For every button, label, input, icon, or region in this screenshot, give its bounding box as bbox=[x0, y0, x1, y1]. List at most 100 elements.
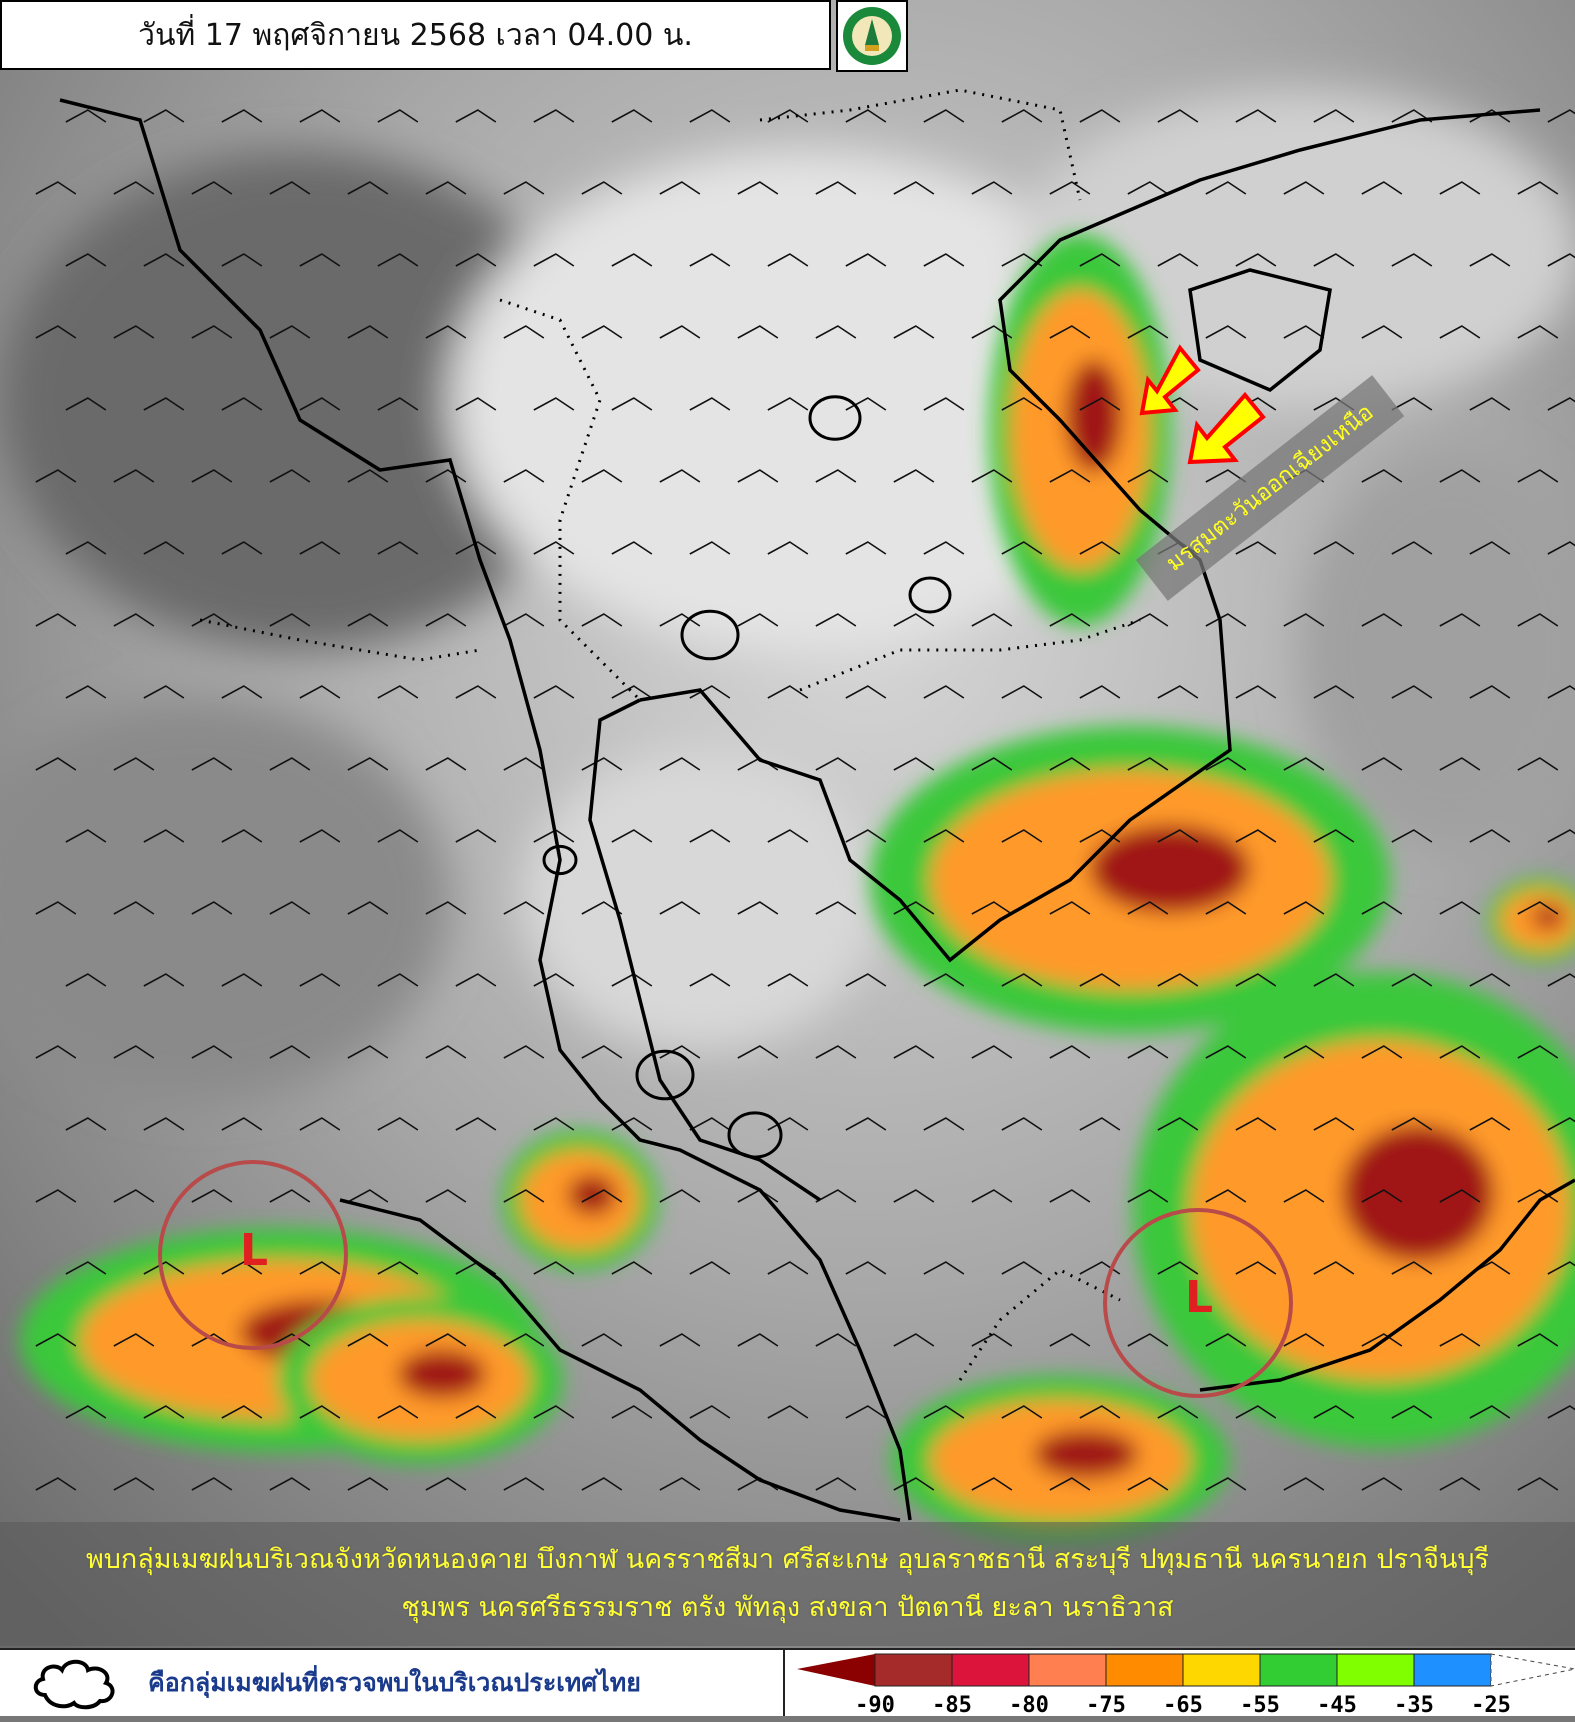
wind-barb-icon bbox=[845, 541, 887, 555]
wind-barb-icon bbox=[347, 901, 389, 915]
rain-cloud-outline-icon bbox=[680, 609, 740, 661]
wind-barb-icon bbox=[689, 829, 731, 843]
wind-barb-icon bbox=[143, 829, 185, 843]
wind-barb-icon bbox=[377, 973, 419, 987]
wind-barb-icon bbox=[1439, 613, 1481, 627]
wind-barb-icon bbox=[581, 325, 623, 339]
wind-barb-icon bbox=[1049, 1333, 1091, 1347]
wind-barb-icon bbox=[1157, 685, 1199, 699]
wind-barb-icon bbox=[1235, 253, 1277, 267]
wind-barb-icon bbox=[221, 829, 263, 843]
wind-barb-icon bbox=[659, 1477, 701, 1491]
wind-barb-icon bbox=[659, 325, 701, 339]
wind-barb-icon bbox=[65, 1117, 107, 1131]
wind-barb-icon bbox=[581, 181, 623, 195]
scale-swatch bbox=[1259, 1653, 1338, 1687]
wind-barb-icon bbox=[659, 613, 701, 627]
tmd-logo bbox=[836, 0, 908, 72]
wind-barb-icon bbox=[1547, 973, 1575, 987]
wind-barb-icon bbox=[299, 541, 341, 555]
wind-barb-icon bbox=[1205, 1333, 1247, 1347]
wind-barb-icon bbox=[1283, 1477, 1325, 1491]
wind-barb-icon bbox=[191, 613, 233, 627]
wind-barb-icon bbox=[221, 541, 263, 555]
wind-barb-icon bbox=[1439, 181, 1481, 195]
wind-barb-icon bbox=[737, 613, 779, 627]
wind-barb-icon bbox=[299, 973, 341, 987]
convective-clouds bbox=[20, 234, 1575, 1544]
wind-barb-icon bbox=[1283, 1045, 1325, 1059]
wind-barb-icon bbox=[533, 397, 575, 411]
wind-barb-icon bbox=[191, 901, 233, 915]
wind-barb-icon bbox=[299, 1261, 341, 1275]
rain-cloud-outline-icon bbox=[542, 844, 578, 876]
wind-barb-icon bbox=[1049, 901, 1091, 915]
wind-barb-icon bbox=[689, 397, 731, 411]
timestamp-header: วันที่ 17 พฤศจิกายน 2568 เวลา 04.00 น. bbox=[0, 0, 831, 70]
wind-barb-icon bbox=[689, 109, 731, 123]
wind-barb-icon bbox=[1439, 757, 1481, 771]
wind-barb-icon bbox=[191, 1045, 233, 1059]
wind-barb-icon bbox=[1127, 757, 1169, 771]
wind-barb-icon bbox=[923, 109, 965, 123]
rain-cloud-outlines bbox=[542, 395, 952, 1159]
wind-barb-icon bbox=[455, 1117, 497, 1131]
wind-barb-icon bbox=[299, 685, 341, 699]
wind-barb-icon bbox=[503, 1189, 545, 1203]
wind-barb-icon bbox=[845, 973, 887, 987]
wind-barb-icon bbox=[347, 613, 389, 627]
wind-barb-icon bbox=[503, 1477, 545, 1491]
wind-barb-icon bbox=[1235, 685, 1277, 699]
wind-barb-icon bbox=[65, 1405, 107, 1419]
wind-barb-icon bbox=[1439, 325, 1481, 339]
wind-barb-icon bbox=[767, 973, 809, 987]
wind-barb-icon bbox=[1313, 253, 1355, 267]
wind-barb-icon bbox=[269, 613, 311, 627]
wind-barb-icon bbox=[113, 1189, 155, 1203]
wind-barb-icon bbox=[923, 1405, 965, 1419]
legend-cloud: คือกลุ่มเมฆฝนที่ตรวจพบในบริเวณประเทศไทย bbox=[0, 1648, 783, 1716]
wind-barb-icon bbox=[425, 757, 467, 771]
wind-barb-icon bbox=[581, 1045, 623, 1059]
wind-barb-icon bbox=[1517, 1045, 1559, 1059]
scale-label: -90 bbox=[855, 1693, 895, 1718]
wind-barb-icon bbox=[1235, 829, 1277, 843]
wind-barb-icon bbox=[893, 901, 935, 915]
wind-barb-icon bbox=[1439, 1333, 1481, 1347]
wind-barb-icon bbox=[611, 541, 653, 555]
wind-barb-icon bbox=[1391, 973, 1433, 987]
wind-barb-icon bbox=[221, 685, 263, 699]
wind-barb-icon bbox=[767, 541, 809, 555]
scale-swatch bbox=[1105, 1653, 1184, 1687]
wind-barb-icon bbox=[737, 901, 779, 915]
wind-barb-icon bbox=[1235, 1261, 1277, 1275]
borders bbox=[199, 88, 1141, 1381]
wind-barb-icon bbox=[767, 397, 809, 411]
wind-barb-icon bbox=[503, 757, 545, 771]
wind-barb-icon bbox=[1001, 685, 1043, 699]
wind-barb-icon bbox=[893, 1045, 935, 1059]
wind-barb-icon bbox=[1469, 541, 1511, 555]
wind-barb-icon bbox=[1283, 901, 1325, 915]
wind-barb-icon bbox=[533, 973, 575, 987]
wind-barb-icon bbox=[1205, 1045, 1247, 1059]
wind-barb-icon bbox=[143, 253, 185, 267]
wind-barb-icon bbox=[347, 1045, 389, 1059]
wind-barb-icon bbox=[1001, 397, 1043, 411]
wind-barb-icon bbox=[1079, 253, 1121, 267]
wind-barb-icon bbox=[581, 1189, 623, 1203]
scale-label: -75 bbox=[1086, 1693, 1126, 1718]
wind-barb-icon bbox=[689, 541, 731, 555]
wind-barb-icon bbox=[425, 1477, 467, 1491]
wind-barb-icon bbox=[221, 397, 263, 411]
wind-barb-icon bbox=[737, 181, 779, 195]
wind-barb-icon bbox=[1547, 829, 1575, 843]
wind-barb-icon bbox=[1049, 469, 1091, 483]
wind-barb-icon bbox=[533, 685, 575, 699]
wind-barb-icon bbox=[689, 973, 731, 987]
storm-core bbox=[568, 1175, 616, 1215]
wind-barb-icon bbox=[815, 325, 857, 339]
wind-barb-icon bbox=[65, 541, 107, 555]
wind-barb-icon bbox=[1127, 181, 1169, 195]
